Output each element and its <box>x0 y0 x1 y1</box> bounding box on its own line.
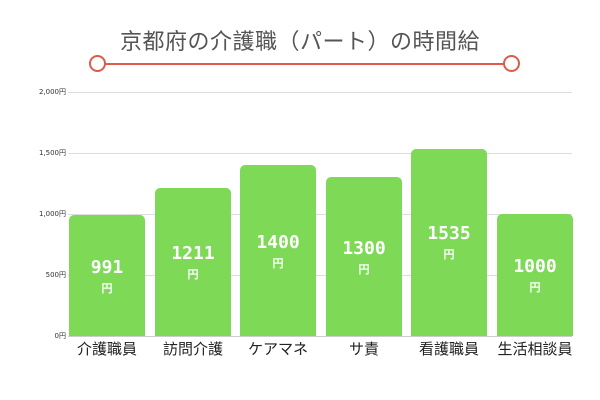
x-tick-label: 生活相談員 <box>497 340 573 358</box>
bar-unit-label: 円 <box>443 248 455 262</box>
y-tick-label: 1,500円 <box>38 149 66 157</box>
bar-value-label: 1300 <box>342 237 386 259</box>
x-tick-label: 訪問介護 <box>162 340 223 358</box>
bar-value-label: 1211 <box>171 243 215 265</box>
title-underline <box>97 63 511 65</box>
y-tick-label: 500円 <box>45 271 66 279</box>
title-left-dot <box>89 55 106 72</box>
x-tick-label: ケアマネ <box>247 340 308 358</box>
bar: 1535 円 <box>411 148 487 336</box>
bar: 1300 円 <box>326 177 402 336</box>
bar-unit-label: 円 <box>101 281 113 295</box>
bar: 1000 円 <box>497 214 573 336</box>
bar-unit-label: 円 <box>187 268 199 282</box>
x-tick-label: 介護職員 <box>76 340 137 358</box>
bar: 1400 円 <box>240 165 316 336</box>
bar-unit-label: 円 <box>358 262 370 276</box>
gridline <box>68 153 572 154</box>
bar-value-label: 1535 <box>427 223 471 245</box>
bar-value-label: 1000 <box>513 256 557 277</box>
bar-unit-label: 円 <box>529 281 541 294</box>
x-axis-baseline <box>68 336 572 337</box>
bar: 991 円 <box>69 215 145 336</box>
x-tick-label: サ責 <box>348 340 379 358</box>
bar-value-label: 1400 <box>256 231 300 253</box>
chart-title: 京都府の介護職（パート）の時間給 <box>119 30 480 55</box>
y-tick-label: 1,000円 <box>38 210 66 218</box>
gridline <box>68 214 572 215</box>
bar-value-label: 991 <box>90 256 124 278</box>
y-tick-label: 2,000円 <box>38 88 66 96</box>
x-tick-label: 看護職員 <box>418 340 479 358</box>
gridline <box>68 92 572 93</box>
y-tick-label: 0円 <box>54 332 66 340</box>
gridline <box>68 275 572 276</box>
title-right-dot <box>503 55 520 72</box>
bar-unit-label: 円 <box>272 256 284 270</box>
bar: 1211 円 <box>155 188 231 336</box>
